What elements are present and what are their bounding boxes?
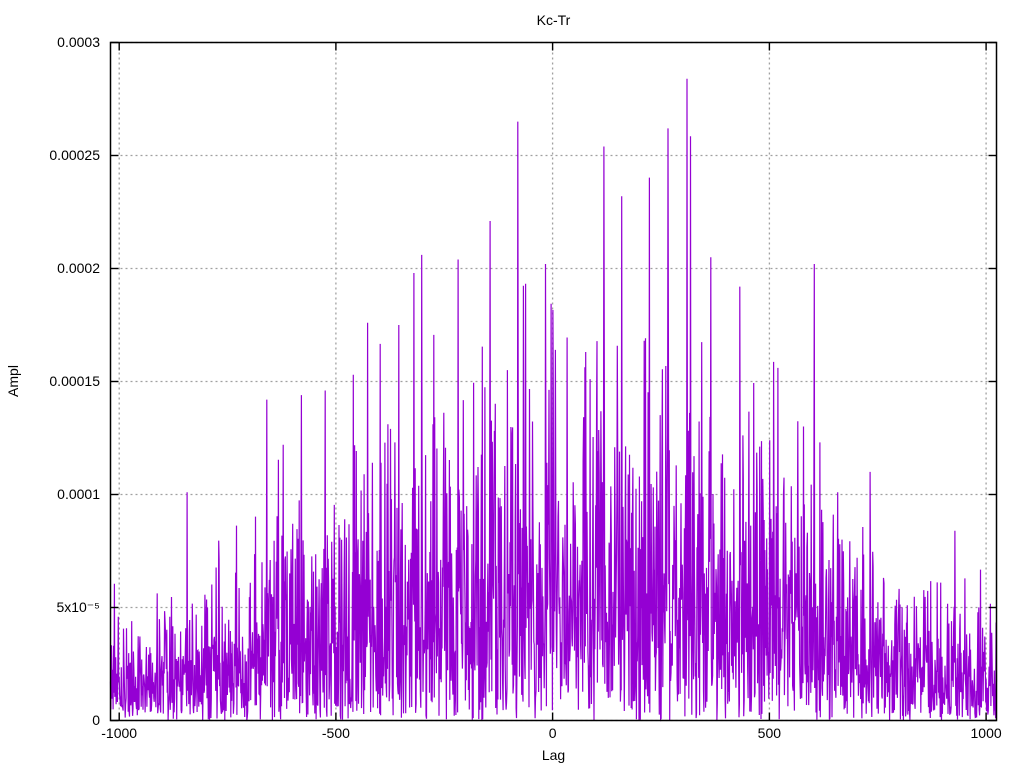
x-tick-label: 1000	[970, 725, 1002, 741]
data-series-line	[109, 78, 998, 722]
y-tick-label: 0.0001	[57, 485, 100, 502]
y-tick-label: 0	[92, 711, 100, 728]
x-tick-label: 500	[757, 725, 782, 741]
x-axis-label: Lag	[541, 747, 566, 763]
x-tick-label: -500	[321, 725, 350, 741]
chart-title: Kc-Tr	[536, 12, 571, 28]
y-tick-label: 0.00015	[49, 372, 100, 389]
y-tick-label: 0.0002	[57, 259, 100, 276]
y-tick-label: 0.00025	[49, 146, 100, 163]
x-tick-label: 0	[548, 725, 557, 741]
y-tick-label: 5x10⁻⁵	[56, 598, 100, 615]
plot-border	[109, 41, 998, 722]
y-tick-label: 0.0003	[57, 33, 100, 50]
x-tick-label: -1000	[101, 725, 138, 741]
